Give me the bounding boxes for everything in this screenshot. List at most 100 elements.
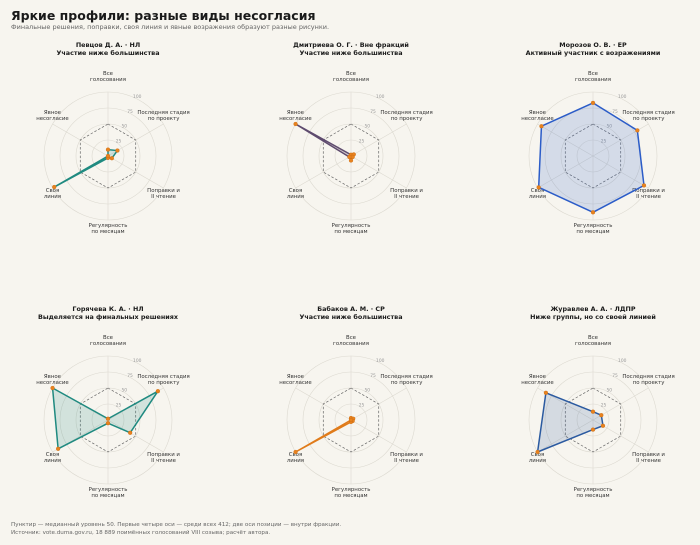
data-point [105,147,111,152]
axis-label-line: Последняя стадия [137,374,189,380]
panel-title-subtitle: Ниже группы, но со своей линией [530,313,656,321]
tick-label: 25 [116,139,122,145]
data-point [543,390,548,395]
series-polygon [537,102,645,214]
axis-label-line: Своя [531,452,544,458]
tick-label: 50 [365,124,371,130]
axis-label: Поправки и II чтение [147,188,180,200]
axis-label-line: линия [529,194,546,200]
panel-title-subtitle: Участие ниже большинства [299,49,402,57]
tick-label: 75 [612,373,618,379]
axis-label: Регулярность по месяцам [89,487,128,499]
grid-spoke [107,155,164,189]
data-point [535,449,540,455]
footer-notes: Пунктир — медианный уровень 50. Первые ч… [11,521,341,537]
panel-title-name: Бабаков А. М. · СР [317,305,385,313]
axis-label: Своя линия [287,188,304,200]
grid-spoke [537,419,594,453]
axis-label-line: Явное [529,110,547,116]
axis-label: Явное несогласие [521,374,554,386]
axis-label-line: линия [44,458,61,464]
panel-title-subtitle: Участие ниже большинства [56,49,159,57]
tick-label: 75 [370,373,376,379]
axis-label-line: несогласие [521,116,554,122]
axis-label-line: II чтение [636,458,662,464]
axis-label-line: по проекту [633,380,665,386]
axis-label: Своя линия [44,188,61,200]
series-polygon [294,123,355,162]
tick-label: 75 [127,373,133,379]
series-polygon [294,417,354,453]
axis-label: Регулярность по месяцам [574,487,613,499]
axis-label-line: Поправки и [390,188,423,194]
median-hexagon [564,387,622,453]
tick-label: 75 [370,109,376,115]
axis-label: Регулярность по месяцам [89,223,128,235]
axis-label-line: Последняя стадия [622,374,674,380]
axis-label-line: по месяцам [91,493,124,499]
axis-label-line: Своя [46,188,59,194]
axis-label-line: Последняя стадия [137,110,189,116]
tick-label: 100 [133,358,142,364]
axis-label-line: Поправки и [147,452,180,458]
data-point [293,121,298,127]
axis-label-line: Регулярность [89,223,128,229]
panel-title-name: Певцов Д. А. · НЛ [76,41,140,49]
axis-label-line: линия [44,194,61,200]
median-hexagon [79,123,137,189]
data-point [599,413,604,418]
axis-label: Явное несогласие [279,374,312,386]
axis-label: Все голосования [575,335,611,347]
axis-label-line: Своя [46,452,59,458]
data-point [293,449,298,455]
axis-label-line: несогласие [279,116,312,122]
axis-label-line: Своя [289,452,302,458]
axis-label-line: голосования [333,341,369,347]
data-point [50,385,55,391]
axis-label-line: II чтение [151,194,177,200]
axis-label: Последняя стадия по проекту [137,374,189,386]
axis-label: Своя линия [529,188,546,200]
tick-label: 25 [601,403,607,409]
grid-spoke [592,155,649,189]
axis-label: Поправки и II чтение [390,452,423,464]
grid-spoke [350,155,407,189]
axis-label-line: Явное [529,374,547,380]
axis-label-line: Поправки и [632,452,665,458]
axis-label-line: по проекту [148,116,180,122]
axis-label-line: по месяцам [334,493,367,499]
axis-label: Своя линия [287,452,304,464]
axis-label: Своя линия [529,452,546,464]
axis-label-line: Все [588,71,599,77]
tick-label: 75 [612,109,618,115]
median-hexagon [322,387,380,453]
axis-label-line: Явное [44,374,62,380]
axis-label: Поправки и II чтение [632,188,665,200]
axis-label-line: Все [588,335,599,341]
data-point [105,153,111,159]
grid-spoke [537,155,594,189]
footer-line-2: Источник: vote.duma.gov.ru, 18 889 поимё… [11,530,271,536]
axis-label: Все голосования [575,71,611,83]
axis-label: Поправки и II чтение [147,452,180,464]
axis-label-line: Поправки и [390,452,423,458]
axis-label-line: Явное [287,374,305,380]
axis-label-line: Регулярность [332,223,371,229]
tick-label: 50 [607,124,613,130]
tick-label: 25 [359,403,365,409]
axis-label-line: голосования [575,341,611,347]
page-subtitle: Финальные решения, поправки, своя линия … [11,23,330,31]
footer-line-1: Пунктир — медианный уровень 50. Первые ч… [11,522,342,528]
panel-title-name: Морозов О. В. · ЕР [559,41,627,49]
axis-label-line: по месяцам [576,229,609,235]
data-point [590,427,596,432]
axis-label: Последняя стадия по проекту [380,110,432,122]
axis-label-line: голосования [90,341,126,347]
axis-label: Явное несогласие [36,110,69,122]
axis-label-line: Своя [289,188,302,194]
